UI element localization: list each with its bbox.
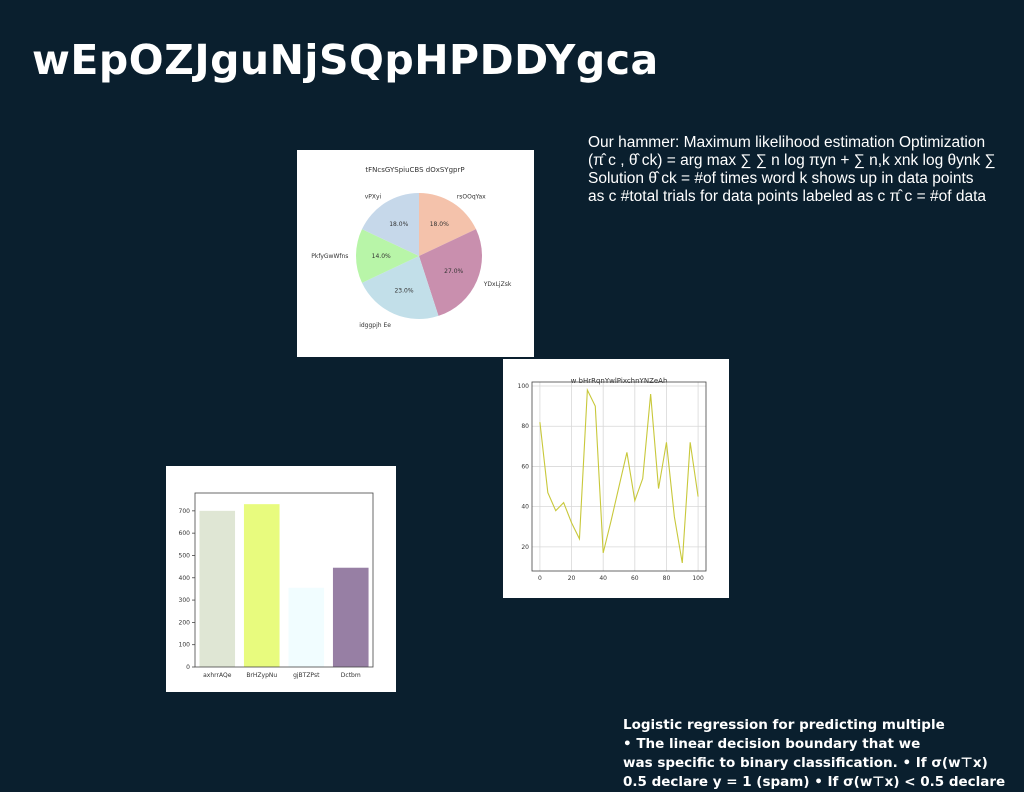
x-tick-label: BrHZypNu (246, 672, 277, 679)
pie-category-label: YDxLjZsk (483, 281, 512, 288)
pie-slice (356, 229, 419, 283)
pie-chart: tFNcsGYSpiuCBS dOxSYgprP 18.0% rsOOqYax 27… (311, 166, 512, 329)
y-tick-label: 600 (179, 530, 191, 537)
y-tick-label: 60 (521, 463, 529, 470)
x-tick-label: 40 (599, 575, 607, 582)
bar (332, 567, 369, 667)
y-tick-label: 80 (521, 423, 529, 430)
pie-slice (419, 193, 477, 256)
x-tick-label: axhrrAQe (203, 672, 232, 679)
bar (199, 510, 236, 667)
pie-slice (361, 256, 439, 319)
pie-value-label: 27.0% (444, 268, 463, 275)
pie-value-label: 18.0% (430, 221, 449, 228)
bar (243, 504, 280, 667)
y-tick-label: 300 (179, 597, 191, 604)
pie-chart-panel: tFNcsGYSpiuCBS dOxSYgprP 18.0% rsOOqYax 27… (297, 150, 534, 357)
pie-chart-title: tFNcsGYSpiuCBS dOxSYgprP (365, 166, 464, 174)
y-tick-label: 40 (521, 504, 529, 511)
y-tick-label: 0 (186, 664, 190, 671)
x-tick-label: 20 (568, 575, 576, 582)
y-tick-label: 500 (179, 552, 191, 559)
pie-value-label: 23.0% (394, 288, 413, 295)
pie-category-label: vPXyi (365, 193, 382, 200)
slide-paragraph: Our hammer: Maximum likelihood estimatio… (588, 134, 996, 205)
line-chart: w bHrRqnYwlPixchnYNZeAh 20 40 60 80 100 0 20 40… (518, 377, 707, 582)
pie-value-label: 18.0% (389, 221, 408, 228)
pie-value-label: 14.0% (372, 253, 391, 260)
x-tick-label: 0 (538, 575, 542, 582)
plot-frame (194, 492, 374, 668)
pie-category-label: PkfyGwWfns (311, 253, 348, 260)
y-tick-label: 400 (179, 575, 191, 582)
plot-frame (531, 381, 707, 572)
bar-chart-panel: 0 100 200 300 400 500 600 700 axhrrAQe BrHZypNu gj… (166, 466, 396, 692)
pie-category-label: idggpjh Ee (359, 322, 391, 329)
y-tick-label: 100 (518, 383, 530, 390)
pie-slice (361, 193, 419, 256)
pie-slice (419, 229, 482, 316)
x-tick-label: 100 (692, 575, 704, 582)
bar (288, 587, 325, 667)
x-tick-label: 80 (663, 575, 671, 582)
x-tick-label: Dctbm (341, 672, 361, 679)
y-tick-label: 200 (179, 619, 191, 626)
bar-chart: 0 100 200 300 400 500 600 700 axhrrAQe BrHZypNu gj… (179, 492, 374, 679)
pie-category-label: rsOOqYax (457, 193, 486, 200)
slide-bottom-text: Logistic regression for predicting multi… (623, 717, 1006, 790)
x-tick-label: 60 (631, 575, 639, 582)
slide-title: wEpOZJguNjSQpHPDDYgca (32, 36, 659, 84)
line-series (539, 387, 699, 564)
y-tick-label: 100 (179, 642, 191, 649)
x-tick-label: gjBTZPst (293, 672, 320, 679)
y-tick-label: 20 (521, 544, 529, 551)
line-chart-panel: w bHrRqnYwlPixchnYNZeAh 20 40 60 80 100 0 20 40… (503, 359, 729, 598)
y-tick-label: 700 (179, 508, 191, 515)
line-chart-title: w bHrRqnYwlPixchnYNZeAh (571, 377, 668, 385)
